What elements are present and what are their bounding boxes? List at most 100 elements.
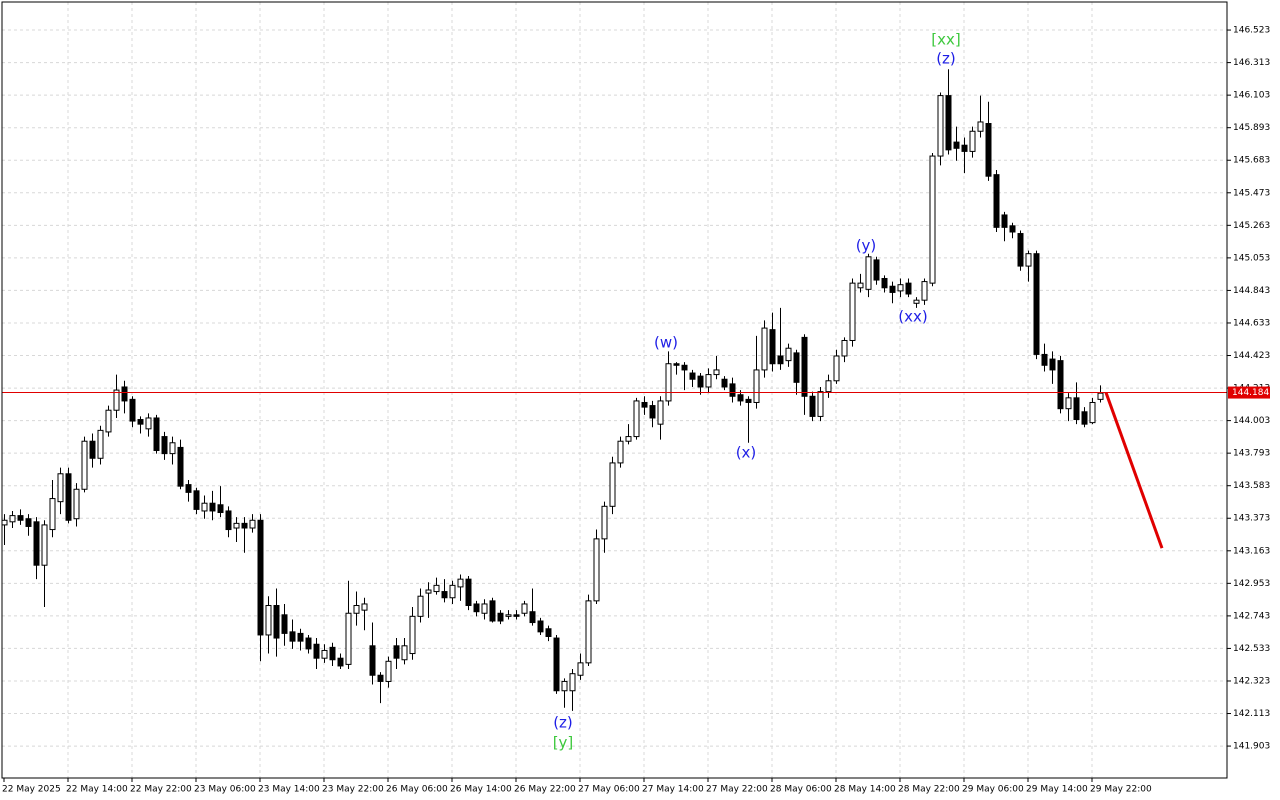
candle-body <box>913 299 920 304</box>
candle-body <box>265 605 272 636</box>
candle-body <box>513 614 520 617</box>
y-tick-label: 142.953 <box>1233 579 1270 589</box>
candle-body <box>1097 392 1104 400</box>
candle-body <box>489 600 496 622</box>
candle-body <box>809 395 816 417</box>
candle-body <box>865 256 872 290</box>
candle-body <box>505 614 512 617</box>
candle-body <box>625 436 632 442</box>
x-tick-label: 27 May 22:00 <box>706 785 768 795</box>
candle-body <box>689 372 696 380</box>
candle-body <box>433 584 440 593</box>
candle-body <box>401 645 408 661</box>
y-tick-label: 143.583 <box>1233 481 1270 491</box>
candle-body <box>281 614 288 634</box>
candle-body <box>297 632 304 642</box>
candle-body <box>1073 397 1080 421</box>
x-tick-label: 26 May 06:00 <box>386 785 448 795</box>
candle-body <box>537 620 544 633</box>
current-price-box <box>1228 386 1270 399</box>
candle-body <box>217 504 224 514</box>
candle-body <box>873 259 880 281</box>
candle-body <box>1057 360 1064 410</box>
candle-body <box>881 277 888 289</box>
x-tick-label: 22 May 22:00 <box>130 785 192 795</box>
y-tick-label: 145.893 <box>1233 123 1270 133</box>
candle-body <box>121 386 128 402</box>
candle-body <box>921 281 928 301</box>
candle-body <box>497 612 504 622</box>
candle-body <box>161 436 168 455</box>
candle-body <box>705 374 712 388</box>
candle-body <box>329 646 336 661</box>
wave-label: [y] <box>553 734 574 752</box>
candle-body <box>665 363 672 402</box>
candle-body <box>657 400 664 425</box>
candle-body <box>273 605 280 639</box>
candle-body <box>81 440 88 490</box>
candle-body <box>473 603 480 613</box>
y-tick-label: 142.323 <box>1233 676 1270 686</box>
candle-body <box>721 378 728 388</box>
candle-body <box>137 419 144 425</box>
y-tick-label: 143.373 <box>1233 514 1270 524</box>
candle-body <box>961 144 968 152</box>
y-tick-label: 144.423 <box>1233 351 1270 361</box>
candle-body <box>185 484 192 493</box>
candle-body <box>457 578 464 588</box>
y-tick-label: 141.903 <box>1233 742 1270 752</box>
candle-body <box>193 490 200 510</box>
x-tick-label: 29 May 06:00 <box>962 785 1024 795</box>
y-tick-label: 145.263 <box>1233 221 1270 231</box>
candle-body <box>225 510 232 531</box>
candle-body <box>945 95 952 151</box>
candle-body <box>369 645 376 676</box>
y-tick-label: 146.523 <box>1233 26 1270 36</box>
candle-body <box>753 369 760 403</box>
plot-frame <box>1 1 1228 779</box>
candle-body <box>889 285 896 293</box>
candles <box>1 69 1104 711</box>
candle-body <box>905 282 912 295</box>
candle-body <box>65 473 72 521</box>
candle-body <box>1001 214 1008 228</box>
candle-body <box>313 643 320 659</box>
candle-body <box>1089 401 1096 424</box>
candle-body <box>481 603 488 614</box>
candle-body <box>209 502 216 512</box>
candle-body <box>977 121 984 132</box>
current-price-label: 144.184 <box>1232 388 1269 398</box>
overlay: 144.184(w)(x)(y)(xx)(z)[xx](z)[y] <box>2 31 1270 752</box>
candle-body <box>857 282 864 289</box>
candle-body <box>1017 233 1024 267</box>
y-tick-label: 144.003 <box>1233 416 1270 426</box>
candle-body <box>737 394 744 402</box>
candle-body <box>1025 253 1032 267</box>
candle-body <box>17 515 24 521</box>
candle-body <box>585 600 592 664</box>
candle-body <box>1049 358 1056 371</box>
candle-body <box>129 398 136 422</box>
candle-body <box>817 391 824 417</box>
x-tick-label: 27 May 14:00 <box>642 785 704 795</box>
candle-body <box>97 429 104 459</box>
candle-body <box>777 355 784 365</box>
candle-body <box>377 674 384 682</box>
x-tick-label: 29 May 14:00 <box>1026 785 1088 795</box>
candle-body <box>785 347 792 362</box>
candle-body <box>449 584 456 599</box>
candle-body <box>545 628 552 638</box>
candle-body <box>337 657 344 667</box>
candle-body <box>1033 253 1040 355</box>
candle-body <box>57 473 64 503</box>
candle-body <box>33 521 40 566</box>
x-tick-label: 23 May 06:00 <box>194 785 256 795</box>
candle-body <box>953 141 960 149</box>
candle-body <box>649 405 656 419</box>
x-tick-label: 28 May 06:00 <box>770 785 832 795</box>
candle-body <box>849 282 856 341</box>
candle-body <box>601 505 608 540</box>
x-tick-label: 23 May 22:00 <box>322 785 384 795</box>
candle-body <box>25 518 32 527</box>
x-tick-label: 27 May 06:00 <box>578 785 640 795</box>
